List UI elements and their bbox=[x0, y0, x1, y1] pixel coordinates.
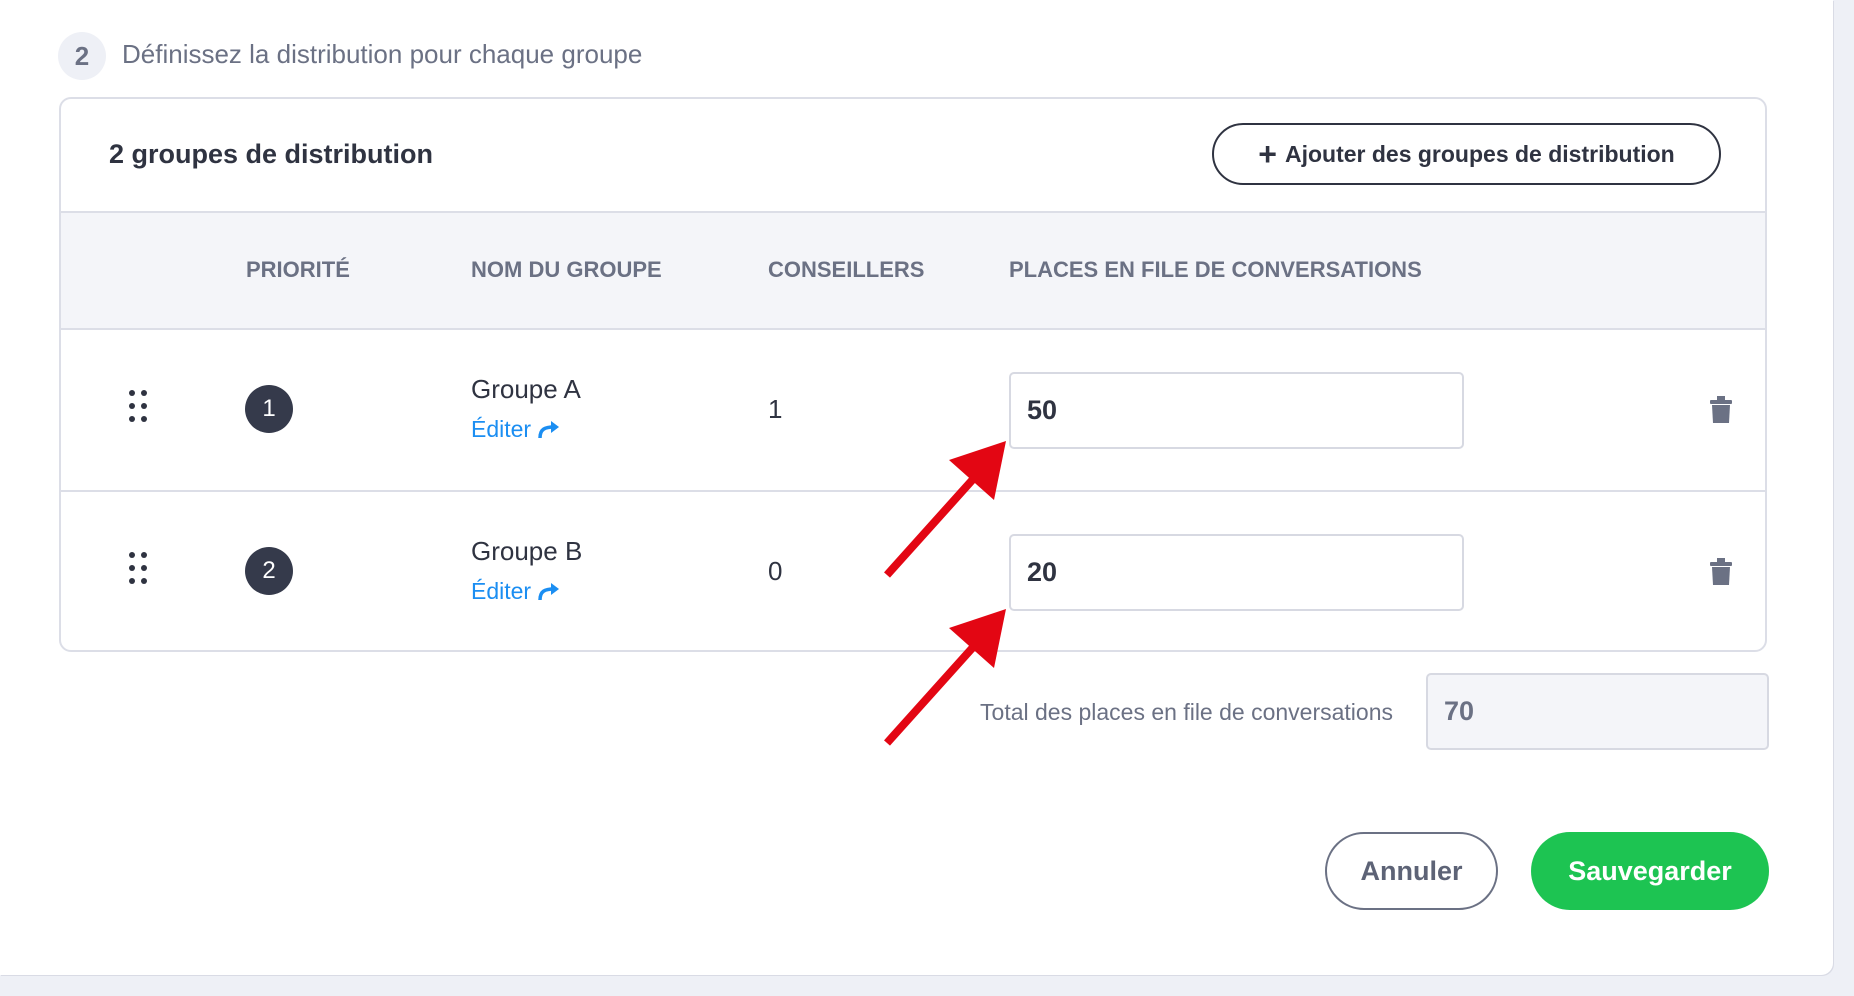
trash-icon[interactable] bbox=[1709, 396, 1733, 424]
total-slots-value: 70 bbox=[1426, 673, 1769, 750]
edit-group-link[interactable]: Éditer bbox=[471, 578, 561, 605]
group-name: Groupe A bbox=[471, 374, 581, 404]
group-name: Groupe B bbox=[471, 536, 583, 566]
save-button[interactable]: Sauvegarder bbox=[1531, 832, 1769, 910]
plus-icon: + bbox=[1258, 136, 1277, 172]
column-header-group-name: NOM DU GROUPE bbox=[471, 257, 662, 282]
column-header-advisors: CONSEILLERS bbox=[768, 257, 925, 282]
column-header-queue-slots: PLACES EN FILE DE CONVERSATIONS bbox=[1009, 257, 1422, 282]
edit-label: Éditer bbox=[471, 578, 532, 604]
drag-handle-icon[interactable] bbox=[129, 552, 151, 586]
queue-slots-input[interactable] bbox=[1009, 534, 1464, 611]
table-row: 2 Groupe B Éditer 0 bbox=[61, 492, 1765, 650]
add-button-label: Ajouter des groupes de distribution bbox=[1284, 140, 1675, 167]
card-title: 2 groupes de distribution bbox=[109, 139, 434, 169]
column-header-priority: PRIORITÉ bbox=[246, 257, 350, 282]
advisors-count: 1 bbox=[768, 394, 783, 424]
priority-badge: 1 bbox=[245, 385, 293, 433]
redirect-arrow-icon bbox=[538, 582, 560, 600]
table-header: PRIORITÉ NOM DU GROUPE CONSEILLERS PLACE… bbox=[61, 211, 1765, 330]
trash-icon[interactable] bbox=[1709, 558, 1733, 586]
table-row: 1 Groupe A Éditer 1 bbox=[61, 330, 1765, 492]
priority-badge: 2 bbox=[245, 547, 293, 595]
redirect-arrow-icon bbox=[538, 420, 560, 438]
queue-slots-input[interactable] bbox=[1009, 372, 1464, 449]
step-number-badge: 2 bbox=[58, 32, 106, 80]
add-distribution-groups-button[interactable]: + Ajouter des groupes de distribution bbox=[1212, 123, 1721, 185]
edit-label: Éditer bbox=[471, 416, 532, 442]
edit-group-link[interactable]: Éditer bbox=[471, 416, 561, 443]
total-slots-label: Total des places en file de conversation… bbox=[980, 699, 1393, 725]
step-title: Définissez la distribution pour chaque g… bbox=[122, 39, 643, 69]
cancel-button[interactable]: Annuler bbox=[1325, 832, 1498, 910]
advisors-count: 0 bbox=[768, 556, 783, 586]
distribution-groups-card: 2 groupes de distribution + Ajouter des … bbox=[59, 97, 1767, 652]
drag-handle-icon[interactable] bbox=[129, 390, 151, 424]
